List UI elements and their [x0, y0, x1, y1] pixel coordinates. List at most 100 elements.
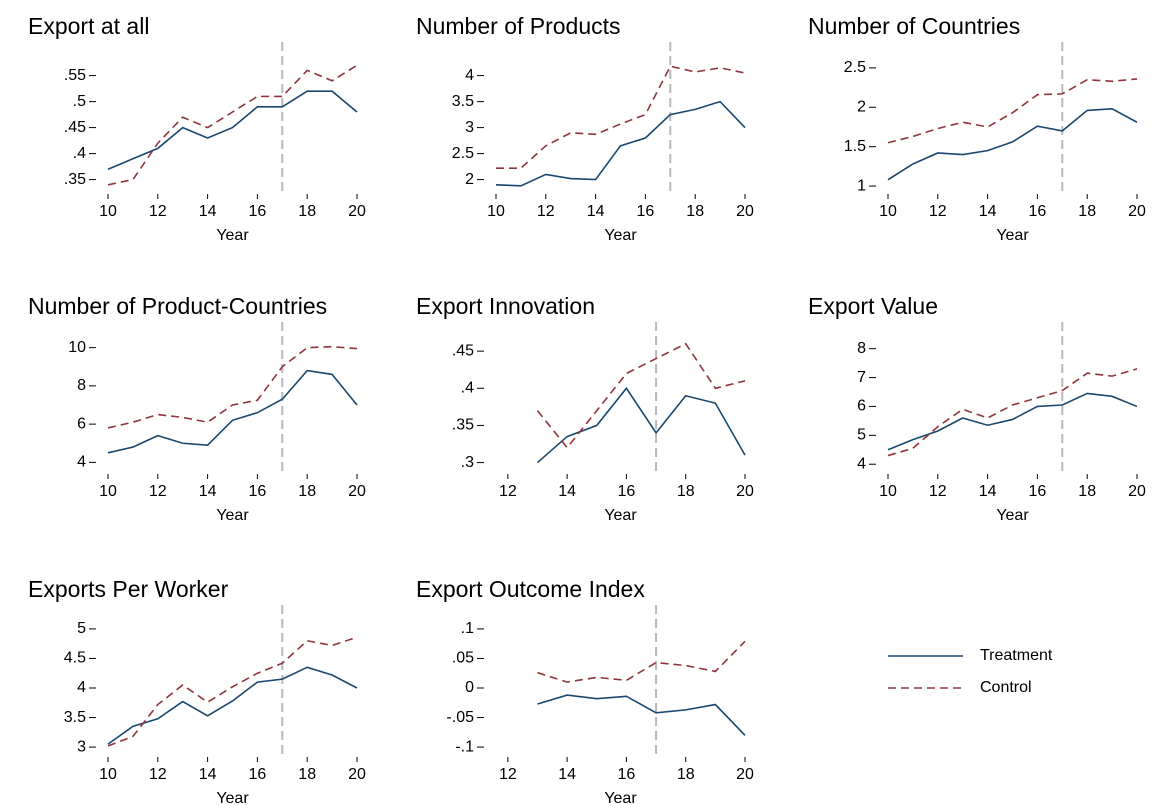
x-tick-label: 10 [879, 483, 897, 500]
y-tick-label: 2.5 [452, 145, 474, 162]
y-tick-label: 6 [857, 398, 866, 415]
x-tick-label: 20 [736, 203, 754, 220]
y-tick-label: 3 [465, 119, 474, 136]
x-tick-label: 12 [499, 483, 517, 500]
x-tick-label: 12 [499, 766, 517, 783]
y-tick-label: 5 [77, 620, 86, 637]
x-tick-label: 16 [249, 483, 267, 500]
y-tick-label: 4.5 [64, 650, 86, 667]
series-line [495, 100, 746, 187]
x-tick-label: 12 [149, 766, 167, 783]
x-tick-label: 18 [1078, 483, 1096, 500]
x-tick-label: 18 [298, 766, 316, 783]
y-tick-label: -.05 [446, 709, 474, 726]
y-tick-label: 8 [77, 377, 86, 394]
series-line [536, 342, 746, 449]
x-tick-label: 14 [979, 203, 997, 220]
x-axis-label: Year [996, 507, 1029, 524]
y-tick-label: .35 [452, 417, 474, 434]
x-axis-label: Year [216, 790, 249, 805]
x-axis-label: Year [604, 507, 637, 524]
y-tick-label: 3.5 [452, 93, 474, 110]
y-tick-label: 5 [857, 427, 866, 444]
x-tick-label: 14 [199, 766, 217, 783]
x-tick-label: 14 [587, 203, 605, 220]
y-tick-label: 7 [857, 369, 866, 386]
y-tick-label: .35 [64, 171, 86, 188]
y-tick-label: .4 [73, 145, 86, 162]
x-tick-label: 12 [149, 203, 167, 220]
panel-title: Export Outcome Index [416, 576, 645, 602]
x-tick-label: 18 [686, 203, 704, 220]
x-tick-label: 10 [99, 203, 117, 220]
series-line [107, 345, 358, 429]
x-tick-label: 14 [199, 483, 217, 500]
y-tick-label: 4 [857, 455, 866, 472]
x-tick-label: 18 [1078, 203, 1096, 220]
y-tick-label: 4 [77, 679, 86, 696]
series-line [107, 90, 358, 170]
x-tick-label: 20 [1128, 203, 1146, 220]
y-tick-label: .5 [73, 93, 86, 110]
panel-title: Export at all [28, 13, 149, 39]
x-tick-label: 10 [99, 766, 117, 783]
y-tick-label: 1 [857, 177, 866, 194]
x-tick-label: 20 [348, 483, 366, 500]
x-tick-label: 12 [149, 483, 167, 500]
y-tick-label: 4 [77, 454, 86, 471]
x-tick-label: 10 [487, 203, 505, 220]
x-tick-label: 20 [736, 766, 754, 783]
series-line [107, 666, 358, 745]
y-tick-label: 2 [465, 171, 474, 188]
x-tick-label: 14 [199, 203, 217, 220]
series-line [107, 636, 358, 747]
y-tick-label: .4 [461, 380, 474, 397]
y-tick-label: 2 [857, 98, 866, 115]
legend-label: Control [980, 679, 1032, 696]
x-tick-label: 16 [249, 203, 267, 220]
x-axis-label: Year [604, 790, 637, 805]
series-line [537, 694, 746, 736]
x-tick-label: 20 [348, 203, 366, 220]
y-tick-label: 3.5 [64, 709, 86, 726]
series-line [107, 369, 358, 454]
x-tick-label: 16 [637, 203, 655, 220]
x-tick-label: 18 [298, 203, 316, 220]
x-tick-label: 16 [1029, 203, 1047, 220]
panel-title: Number of Products [416, 13, 621, 39]
x-axis-label: Year [996, 227, 1029, 244]
y-tick-label: .55 [64, 67, 86, 84]
panel-title: Exports Per Worker [28, 576, 229, 602]
x-tick-label: 20 [736, 483, 754, 500]
x-axis-label: Year [604, 227, 637, 244]
series-line [496, 65, 746, 169]
panel-title: Number of Countries [808, 13, 1020, 39]
legend-label: Treatment [980, 647, 1053, 664]
x-tick-label: 10 [879, 203, 897, 220]
y-tick-label: 4 [465, 67, 474, 84]
y-tick-label: 0 [465, 679, 474, 696]
series-line [887, 392, 1138, 451]
x-tick-label: 18 [298, 483, 316, 500]
series-line [536, 386, 746, 464]
panel-title: Export Value [808, 293, 938, 319]
y-tick-label: 3 [77, 738, 86, 755]
x-tick-label: 16 [618, 483, 636, 500]
y-tick-label: 10 [68, 339, 86, 356]
y-tick-label: .1 [461, 620, 474, 637]
y-tick-label: 6 [77, 415, 86, 432]
x-axis-label: Year [216, 507, 249, 524]
y-tick-label: .05 [452, 650, 474, 667]
series-line [887, 368, 1138, 457]
x-tick-label: 14 [558, 766, 576, 783]
series-line [537, 640, 746, 683]
y-tick-label: .45 [452, 342, 474, 359]
y-tick-label: 1.5 [844, 138, 866, 155]
x-tick-label: 12 [929, 203, 947, 220]
x-tick-label: 14 [979, 483, 997, 500]
series-line [887, 108, 1138, 181]
x-axis-label: Year [216, 227, 249, 244]
x-tick-label: 12 [537, 203, 555, 220]
panel-title: Number of Product-Countries [28, 293, 327, 319]
